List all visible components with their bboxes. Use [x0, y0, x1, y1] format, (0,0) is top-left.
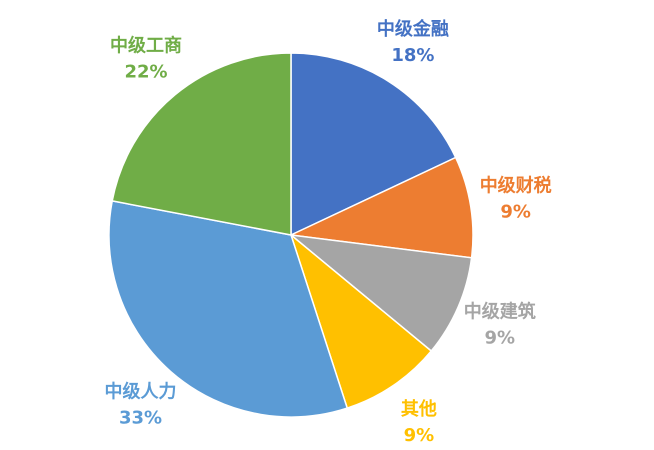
slice-label: 中级财税 [480, 174, 552, 196]
slice-label: 中级建筑 [464, 300, 536, 322]
pie-slice [288, 233, 473, 353]
slice-label: 其他 [401, 398, 437, 420]
value-label: 22% [124, 62, 167, 83]
pie-slice [108, 200, 349, 418]
value-label: 9% [500, 201, 531, 222]
slice-label: 中级人力 [105, 381, 177, 403]
value-label: 33% [119, 408, 162, 429]
value-label: 9% [404, 425, 435, 446]
pie-slice [111, 52, 292, 236]
pie-slice [288, 156, 474, 259]
pie-slice [290, 52, 457, 237]
pie-slice [289, 232, 433, 410]
value-label: 18% [391, 45, 434, 66]
slice-label: 中级金融 [377, 18, 449, 40]
value-label: 9% [485, 327, 516, 348]
slice-label: 中级工商 [110, 35, 182, 57]
